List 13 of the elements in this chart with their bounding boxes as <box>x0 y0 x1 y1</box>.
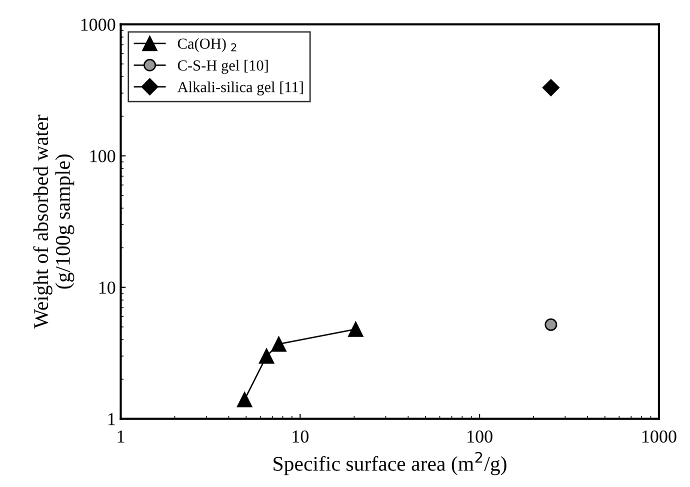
y-tick-label: 10 <box>99 282 116 294</box>
legend-label: C-S-H gel [10] <box>178 60 268 74</box>
y-tick-label: 100 <box>90 150 116 162</box>
legend-label: Ca(OH) $_{2}$ <box>178 38 236 52</box>
x-axis-title: Specific surface area (m$^{2}$/g) <box>274 452 506 476</box>
x-tick-label: 1000 <box>642 430 676 443</box>
y-axis-title: Weight of absorbed water (g/100g sample) <box>33 114 74 329</box>
legend-label: Alkali-silica gel [11] <box>177 82 303 96</box>
y-tick-label: 1 <box>108 413 115 426</box>
x-tick-label: 1 <box>118 430 124 442</box>
x-tick-label: 100 <box>468 430 492 443</box>
y-tick-label: 1000 <box>81 18 116 31</box>
x-tick-label: 10 <box>292 430 308 443</box>
